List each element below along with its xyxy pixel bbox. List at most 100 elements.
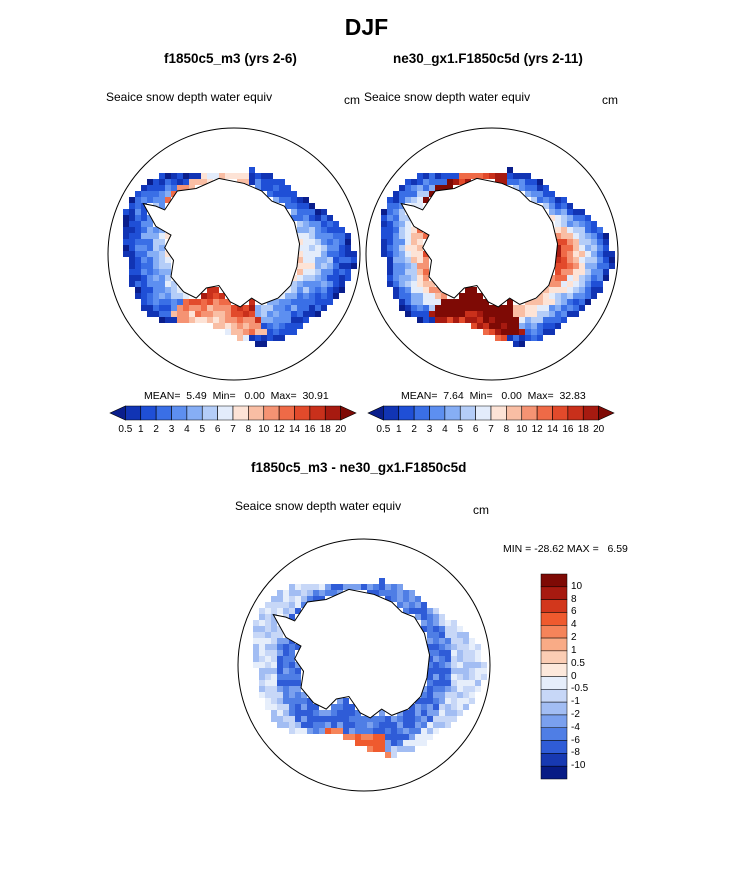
map-cell bbox=[283, 656, 289, 662]
map-cell bbox=[309, 263, 315, 269]
map-cell bbox=[445, 620, 451, 626]
map-cell bbox=[213, 287, 219, 293]
map-cell bbox=[321, 305, 327, 311]
map-cell bbox=[447, 179, 453, 185]
map-cell bbox=[495, 329, 501, 335]
map-cell bbox=[513, 173, 519, 179]
map-cell bbox=[129, 275, 135, 281]
map-cell bbox=[265, 638, 271, 644]
map-cell bbox=[439, 614, 445, 620]
map-cell bbox=[153, 287, 159, 293]
map-cell bbox=[135, 215, 141, 221]
map-cell bbox=[321, 233, 327, 239]
map-cell bbox=[537, 299, 543, 305]
map-cell bbox=[325, 716, 331, 722]
map-cell bbox=[159, 191, 165, 197]
map-cell bbox=[427, 632, 433, 638]
colorbar-swatch bbox=[536, 405, 553, 421]
map-cell bbox=[429, 281, 435, 287]
map-cell bbox=[579, 263, 585, 269]
map-cell bbox=[591, 269, 597, 275]
map-cell bbox=[273, 317, 279, 323]
map-cell bbox=[285, 299, 291, 305]
map-cell bbox=[297, 293, 303, 299]
map-cell bbox=[513, 317, 519, 323]
map-cell bbox=[327, 215, 333, 221]
map-cell bbox=[543, 329, 549, 335]
map-cell bbox=[313, 710, 319, 716]
map-cell bbox=[237, 173, 243, 179]
map-cell bbox=[339, 245, 345, 251]
map-cell bbox=[405, 293, 411, 299]
map-cell bbox=[403, 740, 409, 746]
map-cell bbox=[295, 686, 301, 692]
map-cell bbox=[433, 608, 439, 614]
map-cell bbox=[385, 596, 391, 602]
map-cell bbox=[597, 227, 603, 233]
map-cell bbox=[561, 221, 567, 227]
map-cell bbox=[423, 191, 429, 197]
map-cell bbox=[291, 317, 297, 323]
map-cell bbox=[153, 311, 159, 317]
map-cell bbox=[451, 704, 457, 710]
map-cell bbox=[447, 311, 453, 317]
panel-2-field-label: Seaice snow depth water equiv bbox=[364, 90, 531, 104]
map-cell bbox=[159, 305, 165, 311]
map-cell bbox=[297, 317, 303, 323]
map-cell bbox=[141, 287, 147, 293]
map-cell bbox=[387, 251, 393, 257]
map-cell bbox=[201, 173, 207, 179]
map-cell bbox=[463, 656, 469, 662]
map-cell bbox=[309, 281, 315, 287]
colorbar-swatch bbox=[125, 405, 142, 421]
map-cell bbox=[271, 596, 277, 602]
map-cell bbox=[603, 275, 609, 281]
colorbar-swatch bbox=[540, 663, 568, 677]
map-cell bbox=[411, 281, 417, 287]
map-cell bbox=[271, 692, 277, 698]
map-cell bbox=[331, 710, 337, 716]
map-cell bbox=[451, 710, 457, 716]
map-cell bbox=[513, 311, 519, 317]
map-cell bbox=[253, 620, 259, 626]
map-cell bbox=[153, 299, 159, 305]
map-cell bbox=[555, 275, 561, 281]
colorbar-swatch bbox=[540, 650, 568, 664]
map-cell bbox=[321, 221, 327, 227]
map-cell bbox=[537, 185, 543, 191]
map-cell bbox=[289, 716, 295, 722]
map-cell bbox=[393, 245, 399, 251]
map-cell bbox=[159, 203, 165, 209]
map-cell bbox=[309, 245, 315, 251]
map-cell bbox=[445, 632, 451, 638]
map-cell bbox=[289, 608, 295, 614]
map-cell bbox=[379, 728, 385, 734]
map-cell bbox=[313, 704, 319, 710]
map-cell bbox=[405, 251, 411, 257]
map-cell bbox=[327, 281, 333, 287]
map-cell bbox=[421, 710, 427, 716]
map-cell bbox=[597, 275, 603, 281]
colorbar-tick-label: 12 bbox=[273, 424, 285, 435]
map-cell bbox=[405, 287, 411, 293]
map-cell bbox=[423, 275, 429, 281]
map-cell bbox=[525, 299, 531, 305]
map-cell bbox=[165, 233, 171, 239]
map-cell bbox=[405, 311, 411, 317]
map-cell bbox=[393, 227, 399, 233]
map-cell bbox=[153, 251, 159, 257]
colorbar-swatch bbox=[383, 405, 400, 421]
map-cell bbox=[349, 710, 355, 716]
map-cell bbox=[231, 311, 237, 317]
map-cell bbox=[549, 317, 555, 323]
map-cell bbox=[297, 275, 303, 281]
map-cell bbox=[135, 197, 141, 203]
map-cell bbox=[321, 227, 327, 233]
map-cell bbox=[165, 305, 171, 311]
map-cell bbox=[171, 299, 177, 305]
map-cell bbox=[243, 335, 249, 341]
map-cell bbox=[349, 704, 355, 710]
map-cell bbox=[573, 221, 579, 227]
map-cell bbox=[379, 710, 385, 716]
map-cell bbox=[423, 185, 429, 191]
